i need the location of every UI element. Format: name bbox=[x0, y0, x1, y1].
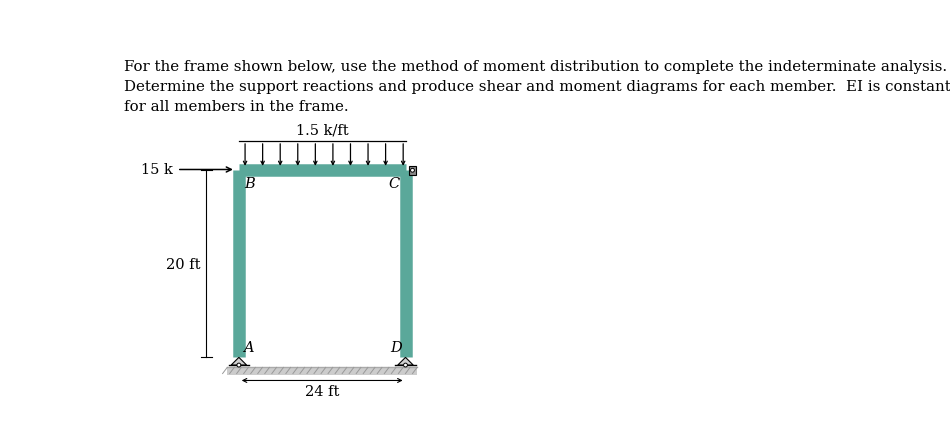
Text: 20 ft: 20 ft bbox=[165, 257, 200, 271]
Text: C: C bbox=[389, 176, 400, 190]
Text: 24 ft: 24 ft bbox=[305, 385, 339, 399]
Bar bbox=[227, 367, 417, 375]
Text: Determine the support reactions and produce shear and moment diagrams for each m: Determine the support reactions and prod… bbox=[124, 80, 950, 94]
Text: For the frame shown below, use the method of moment distribution to complete the: For the frame shown below, use the metho… bbox=[124, 60, 947, 74]
Circle shape bbox=[410, 169, 414, 173]
Text: 15 k: 15 k bbox=[142, 163, 173, 177]
Text: 1.5 k/ft: 1.5 k/ft bbox=[295, 123, 349, 137]
Text: D: D bbox=[390, 340, 403, 354]
Bar bbox=[408, 166, 416, 176]
Text: A: A bbox=[243, 340, 255, 354]
Text: B: B bbox=[244, 176, 255, 190]
Circle shape bbox=[404, 363, 408, 367]
Text: for all members in the frame.: for all members in the frame. bbox=[124, 100, 349, 114]
Polygon shape bbox=[398, 357, 413, 365]
Circle shape bbox=[237, 363, 240, 367]
Polygon shape bbox=[231, 357, 247, 365]
